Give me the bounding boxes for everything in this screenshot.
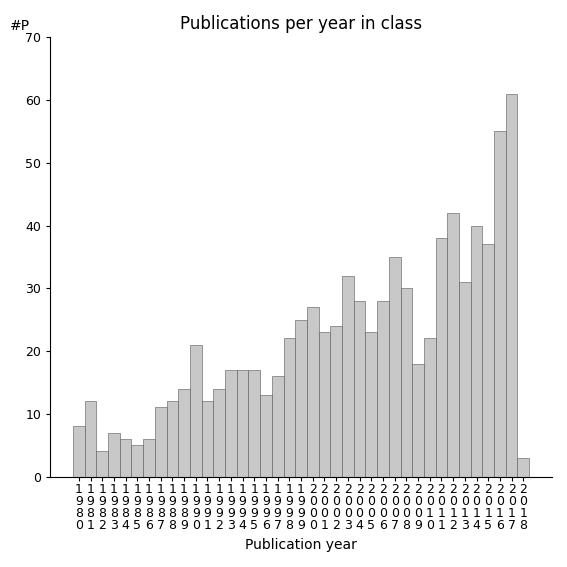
Bar (237, 370, 248, 476)
Bar (377, 301, 389, 476)
X-axis label: Publication year: Publication year (245, 538, 357, 552)
Bar (167, 401, 178, 476)
Bar (132, 445, 143, 476)
Bar (272, 376, 284, 476)
Bar (202, 401, 213, 476)
Bar (155, 408, 167, 476)
Bar (178, 388, 190, 476)
Bar (260, 395, 272, 476)
Bar (108, 433, 120, 476)
Bar (412, 363, 424, 476)
Bar (96, 451, 108, 476)
Bar (389, 257, 400, 476)
Bar (213, 388, 225, 476)
Text: #P: #P (10, 19, 30, 33)
Bar (506, 94, 518, 476)
Bar (400, 288, 412, 476)
Bar (471, 226, 483, 476)
Bar (84, 401, 96, 476)
Bar (120, 439, 132, 476)
Bar (331, 326, 342, 476)
Bar (190, 345, 202, 476)
Bar (494, 132, 506, 476)
Bar (354, 301, 365, 476)
Bar (307, 307, 319, 476)
Bar (319, 332, 331, 476)
Bar (365, 332, 377, 476)
Bar (518, 458, 529, 476)
Bar (143, 439, 155, 476)
Bar (342, 276, 354, 476)
Bar (459, 282, 471, 476)
Bar (248, 370, 260, 476)
Bar (284, 338, 295, 476)
Bar (73, 426, 84, 476)
Bar (424, 338, 435, 476)
Bar (225, 370, 237, 476)
Title: Publications per year in class: Publications per year in class (180, 15, 422, 33)
Bar (295, 320, 307, 476)
Bar (483, 244, 494, 476)
Bar (447, 213, 459, 476)
Bar (435, 238, 447, 476)
